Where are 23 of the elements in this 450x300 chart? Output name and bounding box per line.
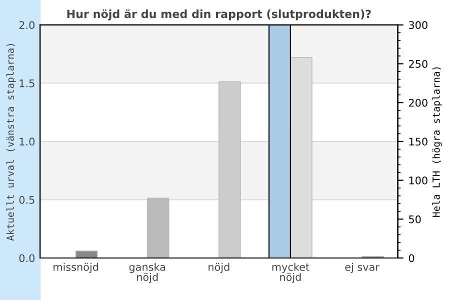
y2-tick-label: 200 [408,98,428,107]
x-tick-label: ej svar [345,262,380,273]
x-tick-label: mycket nöjd [272,262,310,284]
x-tick-label: missnöjd [54,262,98,273]
y-tick-label: 2.0 [19,21,34,30]
bar [146,198,170,258]
y2-tick-label: 0 [408,254,414,262]
y2-tick-label: 300 [409,21,428,30]
y-tick-label: 1.0 [20,138,34,146]
bar [75,250,98,258]
y2-tick-label: 100 [409,176,428,184]
y-tick-label: 0.0 [19,254,34,262]
chart-title: Hur nöjd är du med din rapport (slutprodukten)? [67,9,371,20]
y-axis-title: Aktuellt urval (vänstra staplarna) [6,44,16,241]
y2-tick-label: 50 [409,215,421,224]
y-tick-label: 0.5 [19,196,34,204]
x-tick-label: nöjd [208,262,230,273]
y2-axis-title: Hela LTH (högra staplarna) [432,67,442,217]
y-tick-label: 1.5 [20,80,34,88]
y2-tick-label: 250 [408,60,428,68]
bar [218,81,241,258]
x-tick-label: ganska nöjd [129,262,166,284]
y2-tick-label: 150 [409,138,428,146]
